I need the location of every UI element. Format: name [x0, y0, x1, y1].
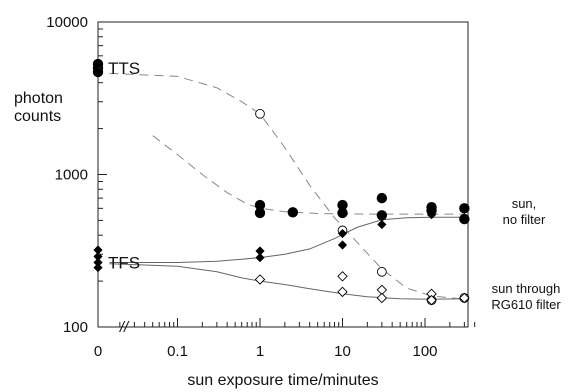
y-tick-label: 100 [63, 319, 88, 336]
open-diamond-point [459, 292, 470, 304]
y-tick-label: 10000 [46, 14, 88, 31]
filled-diamond-point [93, 245, 103, 255]
curve-2 [152, 135, 465, 215]
y-axis-ticks: 100 1000 10000 [46, 14, 107, 336]
x-axis-ticks: 0 0.1 1 10 100 [94, 318, 476, 360]
annotation-label: sun through [492, 281, 561, 296]
open-diamond-point [376, 292, 388, 304]
curve-3 [109, 216, 465, 263]
fit-curves [109, 72, 465, 300]
open-diamond-point [426, 294, 437, 306]
filled-diamond-point [93, 257, 103, 268]
filled-diamond-point [255, 253, 265, 263]
filled-diamond-point [337, 240, 348, 250]
y-tick-label: 1000 [55, 167, 88, 184]
open-circle-point [377, 266, 387, 277]
annotation-label: TTS [108, 59, 140, 78]
filled-circle-point [287, 207, 299, 218]
filled-diamond-point [93, 263, 103, 273]
open-diamond-point [337, 271, 348, 282]
y-axis-title-line-2: counts [14, 108, 61, 125]
filled-diamond-point [426, 210, 437, 220]
x-tick-label: 10 [334, 343, 351, 360]
filled-circle-point [337, 207, 348, 219]
filled-circle-point [337, 199, 348, 211]
filled-diamond-point [93, 251, 103, 262]
annotation-label: RG610 filter [491, 297, 561, 312]
open-circle-point [255, 108, 265, 119]
filled-diamond-point [337, 228, 348, 239]
open-diamond-point [254, 274, 266, 285]
filled-circle-point [254, 199, 266, 211]
filled-circle-point [459, 203, 470, 214]
filled-circle-point [376, 192, 388, 204]
x-tick-label: 0.1 [167, 343, 188, 360]
y-axis-title-line-1: photon [14, 90, 63, 107]
x-tick-label: 1 [256, 343, 264, 360]
open-diamond-point [337, 286, 348, 298]
data-markers [92, 58, 470, 306]
x-axis-title: sun exposure time/minutes [187, 372, 378, 389]
x-axis-break: // [119, 319, 130, 336]
filled-diamond-point [459, 213, 469, 223]
x-tick-label: 0 [94, 343, 102, 360]
filled-circle-point [92, 58, 104, 70]
annotation-label: sun, [512, 196, 537, 211]
annotation-label: TFS [108, 253, 140, 272]
filled-circle-point [254, 207, 266, 219]
curve-1 [109, 72, 465, 300]
filled-diamond-point [377, 219, 387, 230]
curve-4 [109, 263, 465, 300]
x-tick-label: 100 [412, 343, 437, 360]
plot-area-frame [97, 21, 469, 328]
filled-diamond-point [255, 246, 265, 256]
filled-diamond-point [377, 212, 387, 222]
annotation-label: no filter [503, 212, 546, 227]
